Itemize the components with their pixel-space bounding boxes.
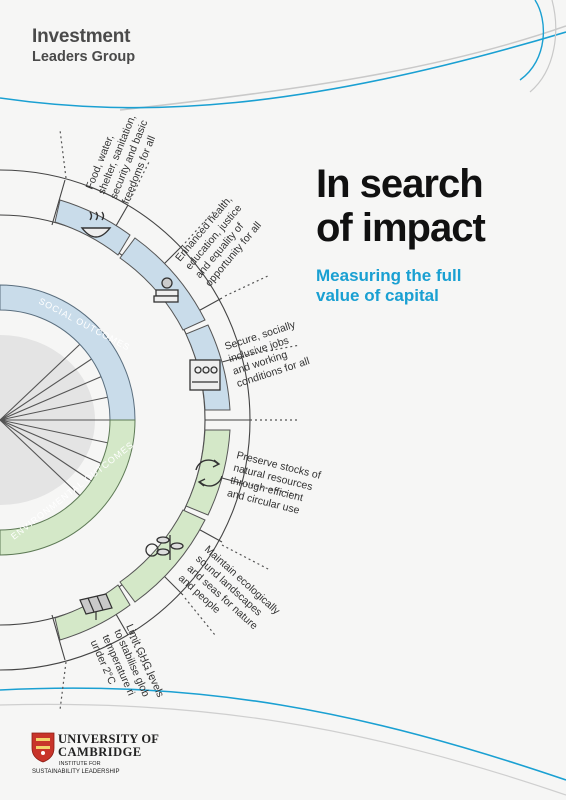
page-title: In search of impact <box>316 162 486 250</box>
brand-line-1: Investment <box>32 26 131 47</box>
university-line-1: UNIVERSITY OF <box>58 732 160 746</box>
outcome-label-resources: Preserve stocks of natural resources thr… <box>226 449 322 516</box>
subtitle-line-2: value of capital <box>316 286 439 305</box>
university-line-2: CAMBRIDGE <box>58 745 142 759</box>
title-line-2: of impact <box>316 206 486 250</box>
segment-resources <box>185 429 231 516</box>
institute-line-2: SUSTAINABILITY LEADERSHIP <box>32 769 120 775</box>
outcome-label-ecology: Maintain ecologically sound landscapes a… <box>176 543 283 632</box>
leader-lines <box>59 129 301 711</box>
bottom-swoosh-blue <box>0 687 566 781</box>
subtitle-line-1: Measuring the full <box>316 266 462 285</box>
page-subtitle: Measuring the full value of capital <box>316 266 461 306</box>
wheel-spokes <box>0 329 120 511</box>
solar-panel-icon <box>79 593 113 620</box>
top-swoosh-blue <box>0 31 566 109</box>
bottom-swoosh-grey <box>0 703 566 796</box>
education-books-icon <box>153 277 179 303</box>
segment-ecology <box>119 509 206 603</box>
title-line-1: In search <box>316 162 484 206</box>
recycle-icon <box>195 459 223 487</box>
plant-leaves-icon <box>145 535 184 560</box>
outcome-label-food: Food, water, shelter, sanitation, securi… <box>84 113 158 206</box>
top-corner-blue <box>519 0 545 81</box>
brand-line-2: Leaders Group <box>32 49 136 65</box>
brand-logo: Investment Leaders Group <box>32 26 135 66</box>
outcome-label-jobs: Secure, socially inclusive jobs and work… <box>223 318 311 389</box>
environmental-band <box>0 419 136 556</box>
outcome-label-health: Enhanced health, education, justice and … <box>173 194 264 289</box>
workers-icon <box>189 359 221 391</box>
outcome-label-climate: Limit GHG levels to stabilise glob tempe… <box>88 622 167 699</box>
cambridge-crest-icon <box>31 732 55 763</box>
institute-line-1: INSTITUTE FOR <box>59 761 101 767</box>
top-swoosh-grey <box>119 25 566 111</box>
top-corner-grey <box>529 0 557 93</box>
food-bowl-icon <box>80 211 112 238</box>
